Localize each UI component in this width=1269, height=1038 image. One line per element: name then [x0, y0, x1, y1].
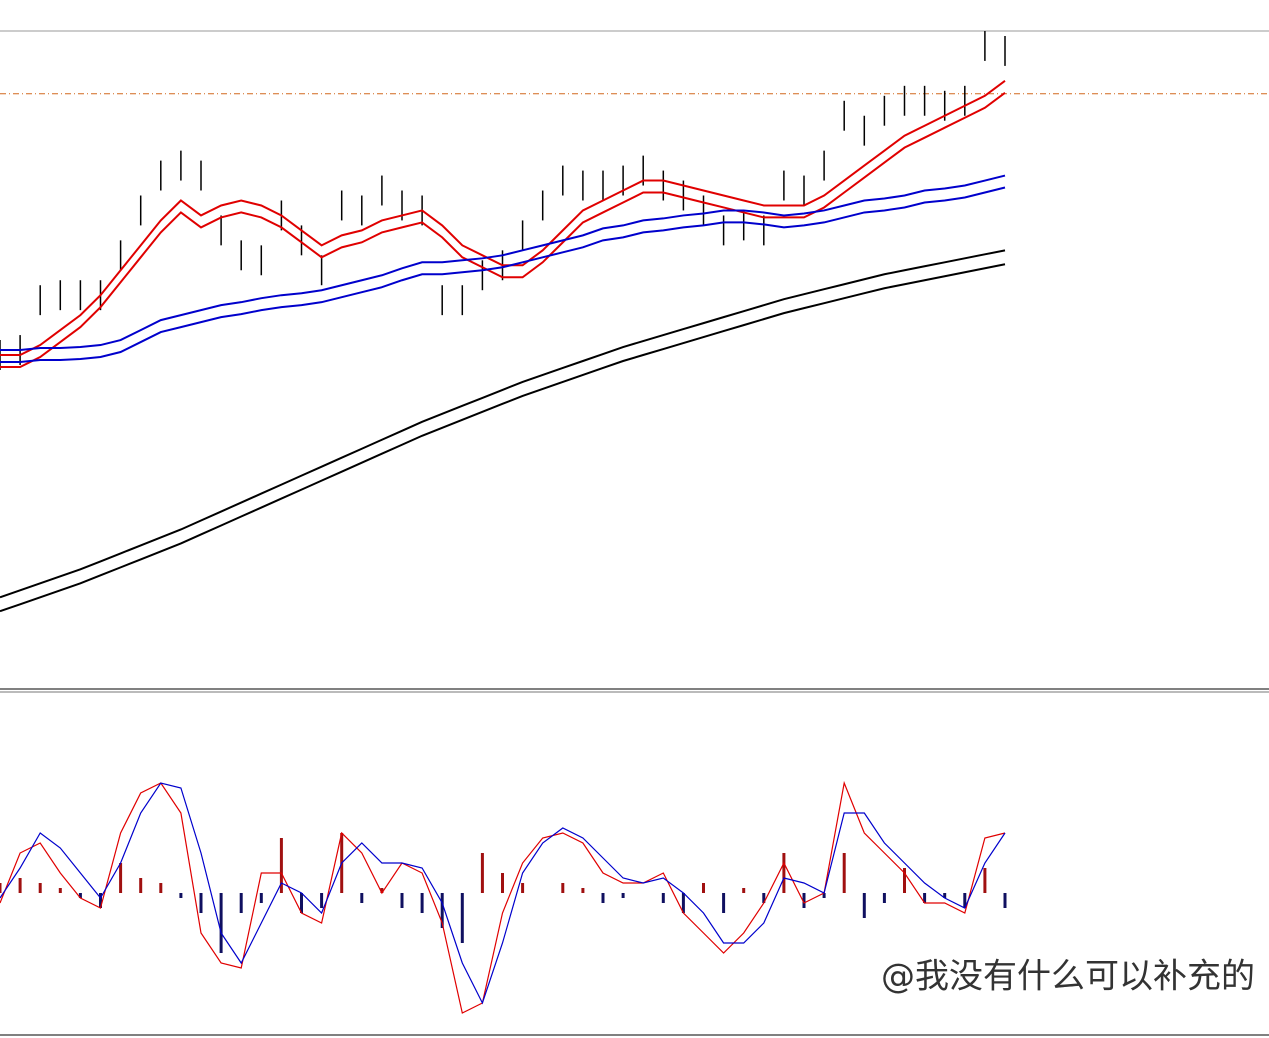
macd-line	[0, 782, 1006, 1005]
moving-average	[0, 186, 1006, 363]
watermark: @我没有什么可以补充的	[881, 957, 1255, 997]
macd-line	[0, 780, 1006, 1014]
moving-average	[0, 249, 1006, 599]
moving-average	[0, 263, 1006, 613]
moving-average	[0, 80, 1006, 357]
moving-average	[0, 174, 1006, 352]
moving-average	[0, 92, 1006, 368]
